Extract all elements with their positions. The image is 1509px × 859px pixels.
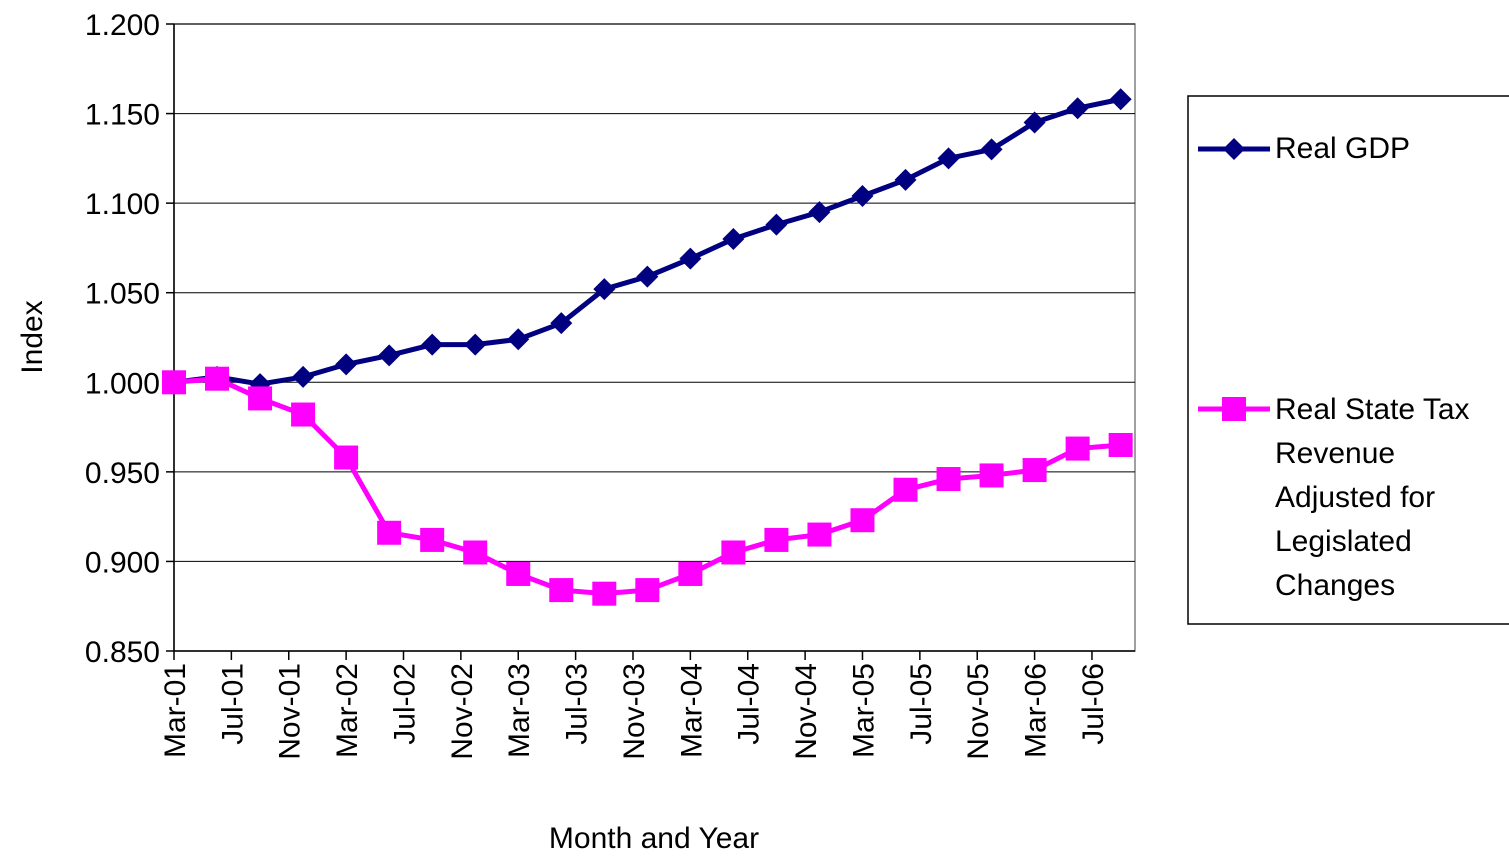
x-tick-label: Jul-04	[733, 663, 766, 745]
x-tick-label: Jul-02	[388, 663, 421, 745]
marker	[1108, 432, 1133, 457]
marker	[1066, 97, 1089, 120]
y-tick-label: 1.200	[85, 9, 160, 42]
marker	[636, 265, 659, 288]
marker	[722, 227, 745, 250]
marker	[292, 365, 315, 388]
x-tick-label: Nov-01	[274, 663, 307, 760]
marker	[377, 520, 402, 545]
marker	[679, 247, 702, 270]
marker	[937, 147, 960, 170]
x-tick-label: Nov-02	[446, 663, 479, 760]
x-tick-label: Nov-05	[962, 663, 995, 760]
marker	[894, 168, 917, 191]
marker	[162, 370, 186, 395]
x-tick-label: Mar-01	[159, 663, 192, 758]
marker	[335, 353, 358, 376]
y-tick-label: 0.950	[85, 457, 160, 490]
marker	[808, 201, 831, 224]
y-tick-label: 1.000	[85, 367, 160, 400]
marker	[420, 527, 445, 552]
y-tick-label: 1.100	[85, 188, 160, 221]
marker	[592, 581, 617, 606]
x-tick-label: Mar-06	[1020, 663, 1053, 758]
marker	[550, 312, 573, 335]
legend-marker	[1222, 397, 1246, 421]
y-tick-label: 0.900	[85, 546, 160, 579]
marker	[980, 138, 1003, 161]
x-tick-label: Nov-04	[790, 663, 823, 760]
marker	[893, 477, 918, 502]
y-tick-label: 1.150	[85, 99, 160, 132]
x-axis-label: Month and Year	[549, 822, 759, 855]
marker	[507, 328, 530, 351]
marker	[549, 578, 574, 603]
marker	[721, 540, 746, 565]
marker	[764, 527, 789, 552]
marker	[936, 467, 961, 492]
marker	[506, 561, 531, 586]
marker	[1065, 436, 1090, 461]
x-tick-label: Jul-03	[561, 663, 594, 745]
marker	[850, 508, 875, 533]
marker	[635, 578, 660, 603]
marker	[248, 386, 273, 411]
y-tick-label: 0.850	[85, 636, 160, 669]
x-tick-label: Mar-02	[331, 663, 364, 758]
marker	[678, 561, 703, 586]
y-tick-label: 1.050	[85, 278, 160, 311]
marker	[1023, 111, 1046, 134]
marker	[765, 213, 788, 236]
x-tick-label: Jul-01	[216, 663, 249, 745]
marker	[205, 366, 230, 391]
y-axis-label: Index	[16, 300, 49, 373]
x-tick-label: Mar-03	[503, 663, 536, 758]
plot-area	[173, 23, 1136, 652]
marker	[463, 540, 488, 565]
x-tick-label: Mar-05	[847, 663, 880, 758]
marker	[291, 402, 316, 427]
legend-label: Real GDP	[1275, 132, 1411, 165]
legend-box	[1187, 95, 1509, 625]
marker	[1109, 88, 1132, 111]
marker	[979, 463, 1004, 488]
marker	[851, 184, 874, 207]
marker	[1022, 458, 1047, 483]
legend-label: Real State Tax Revenue Adjusted for Legi…	[1275, 393, 1470, 602]
x-tick-label: Jul-06	[1077, 663, 1110, 745]
marker	[464, 333, 487, 356]
marker	[378, 344, 401, 367]
marker	[334, 445, 359, 470]
marker	[807, 522, 832, 547]
x-tick-label: Nov-03	[618, 663, 651, 760]
x-tick-label: Mar-04	[675, 663, 708, 758]
marker	[421, 333, 444, 356]
legend-marker	[1223, 138, 1245, 160]
x-tick-label: Jul-05	[905, 663, 938, 745]
marker	[593, 278, 616, 301]
